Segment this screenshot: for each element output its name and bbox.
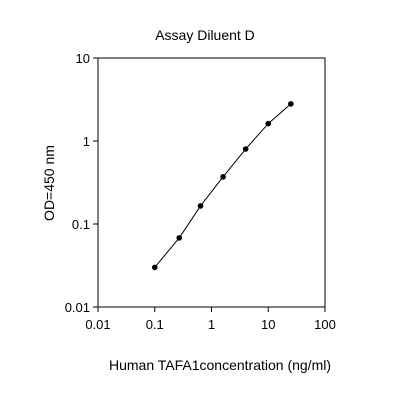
series-line — [154, 103, 292, 268]
x-tick-label: 1 — [208, 317, 215, 332]
data-point — [242, 146, 249, 152]
chart-title: Assay Diluent D — [155, 27, 255, 43]
data-point — [197, 203, 204, 209]
y-axis: 10 1 0.1 0.01 — [65, 51, 98, 315]
y-axis-label: OD=450 nm — [41, 145, 57, 221]
y-tick-label: 10 — [76, 51, 90, 66]
series-point-group — [151, 101, 294, 271]
x-tick-label: 100 — [314, 317, 336, 332]
data-point — [220, 174, 226, 180]
x-tick-label: 0.1 — [146, 317, 164, 332]
series-line-group — [154, 103, 292, 268]
y-tick-label: 1 — [83, 134, 90, 149]
data-point — [265, 120, 272, 127]
x-tick-label: 0.01 — [85, 317, 110, 332]
y-tick-label: 0.01 — [65, 300, 90, 315]
x-axis-label: Human TAFA1concentration (ng/ml) — [109, 357, 331, 373]
data-point — [288, 101, 294, 107]
x-axis: 0.01 0.1 1 10 100 — [85, 307, 336, 332]
plot-area-frame — [97, 57, 326, 308]
data-point — [151, 264, 158, 271]
data-point — [176, 235, 183, 241]
x-tick-label: 10 — [261, 317, 275, 332]
y-tick-label: 0.1 — [72, 217, 90, 232]
